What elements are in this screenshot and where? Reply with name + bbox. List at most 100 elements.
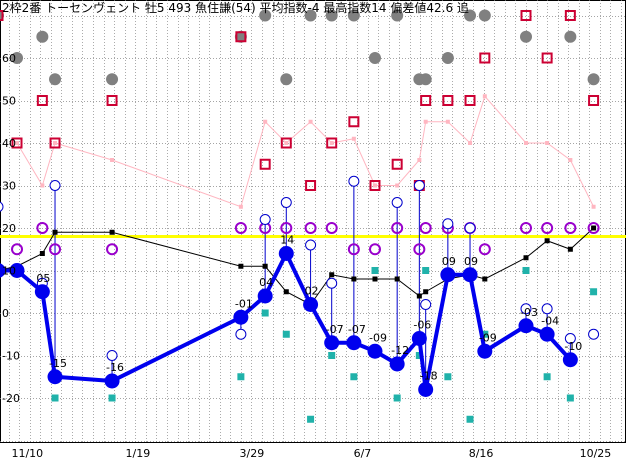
index-value-label: 09	[464, 255, 478, 268]
red-square	[588, 95, 600, 106]
y-tick-label: 20	[2, 222, 16, 235]
teal-square	[307, 415, 315, 423]
blue-circle	[413, 180, 425, 191]
gray-circle	[234, 30, 247, 43]
gray-circle	[520, 30, 532, 43]
blue-circle	[520, 303, 532, 315]
pink-point	[351, 136, 356, 141]
teal-square	[422, 267, 430, 274]
index-point	[411, 331, 427, 346]
red-square	[11, 137, 23, 149]
purple-circle	[413, 243, 426, 256]
pink-point	[263, 119, 268, 124]
teal-square	[350, 373, 358, 381]
blue-circle	[391, 197, 403, 208]
blue-circle	[259, 214, 271, 225]
index-point	[0, 263, 6, 278]
avg-point	[238, 263, 244, 269]
pink-point	[482, 94, 487, 99]
chart-title: 2枠2番 トーセンヴェント 牡5 493 魚住謙(54) 平均指数-4 最高指数…	[2, 0, 469, 15]
gray-circle	[36, 30, 49, 43]
avg-point	[591, 225, 597, 231]
avg-point	[351, 276, 357, 282]
index-value-label: -16	[106, 361, 124, 374]
gray-circle	[49, 73, 62, 86]
y-tick-label: 10	[2, 265, 16, 278]
teal-square	[393, 394, 401, 402]
index-point	[34, 284, 50, 300]
index-point	[440, 267, 456, 283]
red-square	[520, 10, 532, 21]
purple-circle	[541, 222, 554, 234]
purple-circle	[280, 222, 293, 234]
purple-circle	[325, 222, 338, 234]
markers	[0, 9, 600, 423]
gray-circle	[11, 52, 24, 64]
teal-square	[590, 288, 598, 296]
teal-square	[261, 309, 269, 317]
pink-point	[591, 204, 596, 209]
gray-circle	[564, 30, 577, 43]
gray-circle	[441, 52, 454, 64]
gray-circle	[325, 9, 338, 22]
index-point	[539, 326, 555, 342]
teal-square	[466, 415, 474, 423]
gray-circle	[464, 9, 477, 22]
grid	[0, 0, 626, 443]
purple-circle	[304, 222, 317, 234]
avg-point	[372, 276, 378, 282]
gray-circle	[419, 73, 432, 86]
teal-square	[237, 373, 245, 381]
avg-point	[523, 255, 529, 261]
pink-point	[40, 183, 45, 188]
red-square	[326, 137, 338, 149]
y-tick-label: 30	[2, 180, 16, 193]
gray-circle	[280, 73, 293, 86]
x-tick-label: 1/19	[126, 447, 151, 460]
blue-circle	[541, 303, 553, 315]
teal-square	[543, 373, 551, 381]
pink-point	[329, 141, 334, 145]
index-value-label: 09	[442, 255, 456, 268]
avg-point	[109, 229, 115, 235]
blue-circle	[106, 350, 118, 361]
avg-point	[52, 229, 58, 235]
index-value-label: -18	[420, 370, 438, 383]
teal-square	[522, 267, 530, 274]
red-square	[391, 158, 403, 170]
gray-circle	[304, 9, 317, 22]
index-value-label: -10	[564, 340, 582, 353]
teal-square	[371, 267, 379, 274]
red-square	[348, 116, 360, 128]
index-point	[389, 356, 405, 372]
plot-frame	[0, 0, 626, 443]
avg-series-line	[0, 227, 594, 306]
y-tick-label: 0	[2, 307, 9, 320]
teal-square	[108, 394, 116, 402]
index-value-label: -01	[235, 297, 253, 310]
axis-labels: 60 50 40 30 20 10 0 -10 -20 11/10 1/19 3/29 6/7 8/16 1…	[2, 52, 611, 460]
x-tick-label: 11/10	[11, 447, 43, 460]
index-point	[367, 343, 383, 359]
pink-point	[445, 119, 450, 124]
index-point	[462, 267, 478, 283]
purple-circle	[347, 243, 360, 256]
gray-circle	[391, 9, 404, 22]
pink-point	[308, 119, 313, 124]
red-square	[280, 137, 292, 149]
pink-point	[524, 141, 528, 145]
teal-square	[51, 394, 59, 402]
gray-circle	[106, 73, 119, 86]
avg-point	[283, 289, 289, 295]
purple-circle	[478, 243, 491, 256]
gray-circle	[368, 52, 381, 64]
pink-point	[468, 141, 473, 145]
index-point	[346, 335, 362, 351]
index-point	[104, 373, 120, 389]
teal-square	[328, 352, 336, 359]
index-point	[303, 297, 319, 312]
index-point	[477, 343, 493, 359]
avg-point	[544, 238, 550, 244]
y-tick-label: -10	[2, 350, 20, 363]
